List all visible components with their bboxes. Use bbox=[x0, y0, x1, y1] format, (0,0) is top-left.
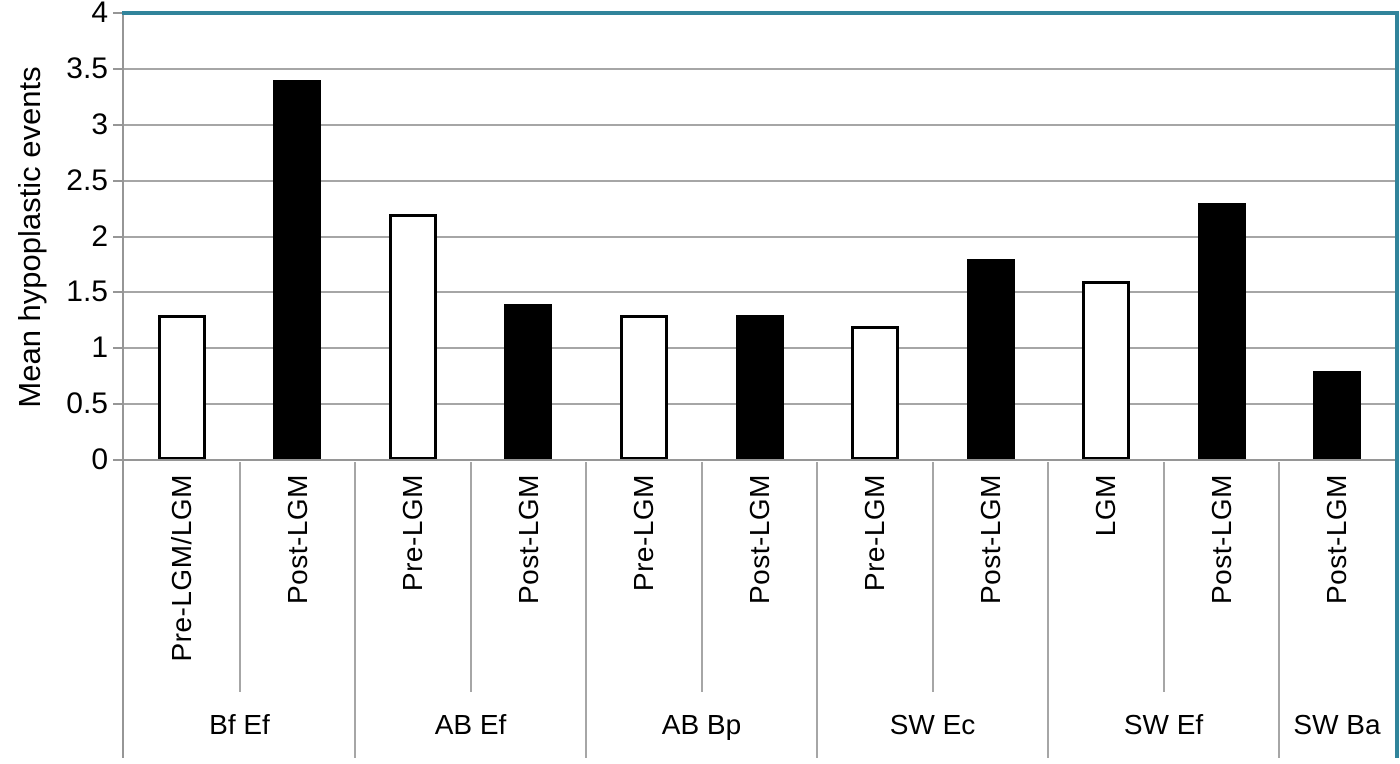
bar-sw-ef-post-lgm bbox=[1198, 203, 1246, 460]
gridline bbox=[124, 235, 1395, 238]
gridline bbox=[124, 123, 1395, 126]
category-label-cell: Post-LGM bbox=[471, 474, 587, 692]
group-divider bbox=[816, 462, 819, 758]
category-label: Post-LGM bbox=[1206, 474, 1237, 605]
group-label: AB Bp bbox=[661, 709, 742, 740]
bar-ab-bp-post-lgm bbox=[736, 315, 784, 460]
category-label: Pre-LGM bbox=[397, 474, 428, 592]
category-label-cell: LGM bbox=[1048, 474, 1164, 692]
category-label: Post-LGM bbox=[282, 474, 313, 605]
y-axis-tick bbox=[113, 179, 123, 182]
category-label: Pre-LGM bbox=[859, 474, 890, 592]
y-axis-tick bbox=[113, 403, 123, 406]
group-divider bbox=[585, 462, 588, 758]
category-label: Pre-LGM/LGM bbox=[166, 474, 197, 662]
y-axis-tick-label: 2 bbox=[91, 219, 108, 253]
y-axis-tick bbox=[113, 235, 123, 238]
group-label: SW Ec bbox=[889, 709, 976, 740]
category-label: Post-LGM bbox=[513, 474, 544, 605]
y-axis-tick-label: 1 bbox=[91, 331, 108, 365]
category-label: Post-LGM bbox=[744, 474, 775, 605]
bar-bf-ef-post-lgm bbox=[273, 80, 321, 460]
bar-bf-ef-pre-lgm-lgm bbox=[158, 315, 206, 460]
group-divider bbox=[354, 462, 357, 758]
category-label-cell: Post-LGM bbox=[240, 474, 356, 692]
y-axis-tick-label: 1.5 bbox=[66, 275, 108, 309]
category-label-cell: Post-LGM bbox=[933, 474, 1049, 692]
gridline bbox=[124, 179, 1395, 182]
category-label: Pre-LGM bbox=[628, 474, 659, 592]
group-divider bbox=[1278, 462, 1281, 758]
y-axis-tick bbox=[113, 347, 123, 350]
y-axis-tick-label: 0 bbox=[91, 443, 108, 476]
y-axis-tick bbox=[113, 123, 123, 126]
group-label: AB Ef bbox=[434, 709, 507, 740]
y-axis-tick-label: 2.5 bbox=[66, 163, 108, 197]
y-axis-line bbox=[122, 13, 124, 758]
category-divider bbox=[1162, 462, 1165, 692]
category-label-cell: Pre-LGM bbox=[355, 474, 471, 692]
category-divider bbox=[931, 462, 934, 692]
bar-ab-ef-pre-lgm bbox=[389, 214, 437, 460]
category-label-cell: Pre-LGM/LGM bbox=[124, 474, 240, 692]
plot-right-border bbox=[1395, 11, 1399, 758]
category-label: Post-LGM bbox=[975, 474, 1006, 605]
category-label: LGM bbox=[1090, 474, 1121, 537]
gridline bbox=[124, 67, 1395, 70]
y-axis-tick-label: 3.5 bbox=[66, 51, 108, 85]
category-label-cell: Pre-LGM bbox=[817, 474, 933, 692]
category-label-cell: Pre-LGM bbox=[586, 474, 702, 692]
y-axis-tick-label: 3 bbox=[91, 107, 108, 141]
plot-top-border bbox=[122, 11, 1399, 15]
bar-sw-ef-lgm bbox=[1082, 281, 1130, 460]
y-axis-tick bbox=[113, 12, 123, 14]
bar-ab-ef-post-lgm bbox=[504, 304, 552, 460]
category-divider bbox=[700, 462, 703, 692]
category-label-cell: Post-LGM bbox=[1164, 474, 1280, 692]
bar-sw-ec-post-lgm bbox=[967, 259, 1015, 460]
category-divider bbox=[469, 462, 472, 692]
bar-sw-ec-pre-lgm bbox=[851, 326, 899, 460]
group-divider bbox=[1047, 462, 1050, 758]
category-label-cell: Post-LGM bbox=[702, 474, 818, 692]
category-divider bbox=[238, 462, 241, 692]
category-label: Post-LGM bbox=[1321, 474, 1352, 605]
y-axis-tick bbox=[113, 459, 123, 461]
bar-ab-bp-pre-lgm bbox=[620, 315, 668, 460]
y-axis-tick bbox=[113, 67, 123, 70]
x-axis-line bbox=[122, 459, 1395, 461]
category-label-cell: Post-LGM bbox=[1279, 474, 1395, 692]
gridline bbox=[124, 291, 1395, 294]
y-axis-tick bbox=[113, 291, 123, 294]
y-axis-tick-label: 4 bbox=[91, 0, 108, 29]
bar-sw-ba-post-lgm bbox=[1313, 371, 1361, 460]
group-label: SW Ba bbox=[1293, 709, 1381, 740]
group-label: SW Ef bbox=[1123, 709, 1204, 740]
y-axis-tick-label: 0.5 bbox=[66, 387, 108, 421]
group-label: Bf Ef bbox=[209, 709, 270, 740]
